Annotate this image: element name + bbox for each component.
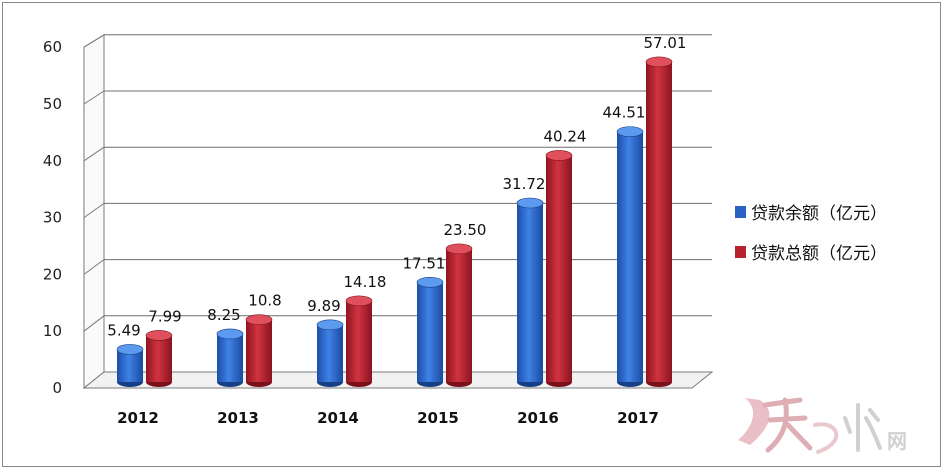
y-tick-label: 0 [52,379,62,397]
x-tick-label: 2015 [417,409,459,427]
x-tick-label: 2014 [317,409,359,427]
y-tick-label: 40 [43,152,62,170]
y-tick-label: 20 [43,265,62,283]
data-label: 8.25 [207,306,240,324]
legend-swatch-series-2 [735,246,746,258]
gridline-side [83,146,105,162]
bar [616,126,644,387]
legend-label-series-2: 贷款总额（亿元） [751,244,887,264]
y-tick-label: 30 [43,209,62,227]
gridline-side [83,90,105,105]
watermark-logo: 网 [738,397,907,454]
y-tick-label: 10 [43,322,62,340]
x-tick-label: 2012 [117,409,159,427]
legend-label-series-1: 贷款余额（亿元） [751,204,887,224]
y-tick-label: 50 [43,95,62,113]
bar [516,197,544,387]
bars [116,56,673,387]
x-tick-label: 2016 [517,409,559,427]
gridline-side [83,202,105,219]
x-tick-label: 2017 [617,409,659,427]
bar [316,319,344,387]
gridlines [83,34,712,332]
data-label: 57.01 [644,34,687,52]
bar [245,314,273,387]
data-label: 31.72 [503,175,546,193]
bar [645,56,673,387]
x-tick-label: 2013 [217,409,259,427]
bar [116,344,144,387]
data-label: 9.89 [307,297,340,315]
data-label: 14.18 [344,273,387,291]
data-label: 10.8 [248,292,281,310]
bar [416,276,444,387]
bar [345,295,373,387]
data-label: 23.50 [444,221,487,239]
data-label: 7.99 [148,307,181,325]
gridline-side [83,34,105,48]
svg-text:网: 网 [887,429,907,453]
y-tick-label: 60 [43,38,62,56]
data-label: 5.49 [107,321,140,339]
legend: 贷款余额（亿元） 贷款总额（亿元） [735,204,887,264]
bar [145,330,173,387]
gridline-side [83,259,105,275]
gridline-side [83,315,105,332]
x-axis-categories: 2012 2013 2014 2015 2016 2017 [117,409,659,427]
bar [216,328,244,387]
bar [445,243,473,387]
bar [545,150,573,387]
data-label: 40.24 [544,127,587,145]
data-label: 17.51 [403,254,446,272]
y-axis-ticks: 0 10 20 30 40 50 60 [43,38,62,397]
data-label: 44.51 [603,104,646,122]
legend-swatch-series-1 [735,206,746,218]
